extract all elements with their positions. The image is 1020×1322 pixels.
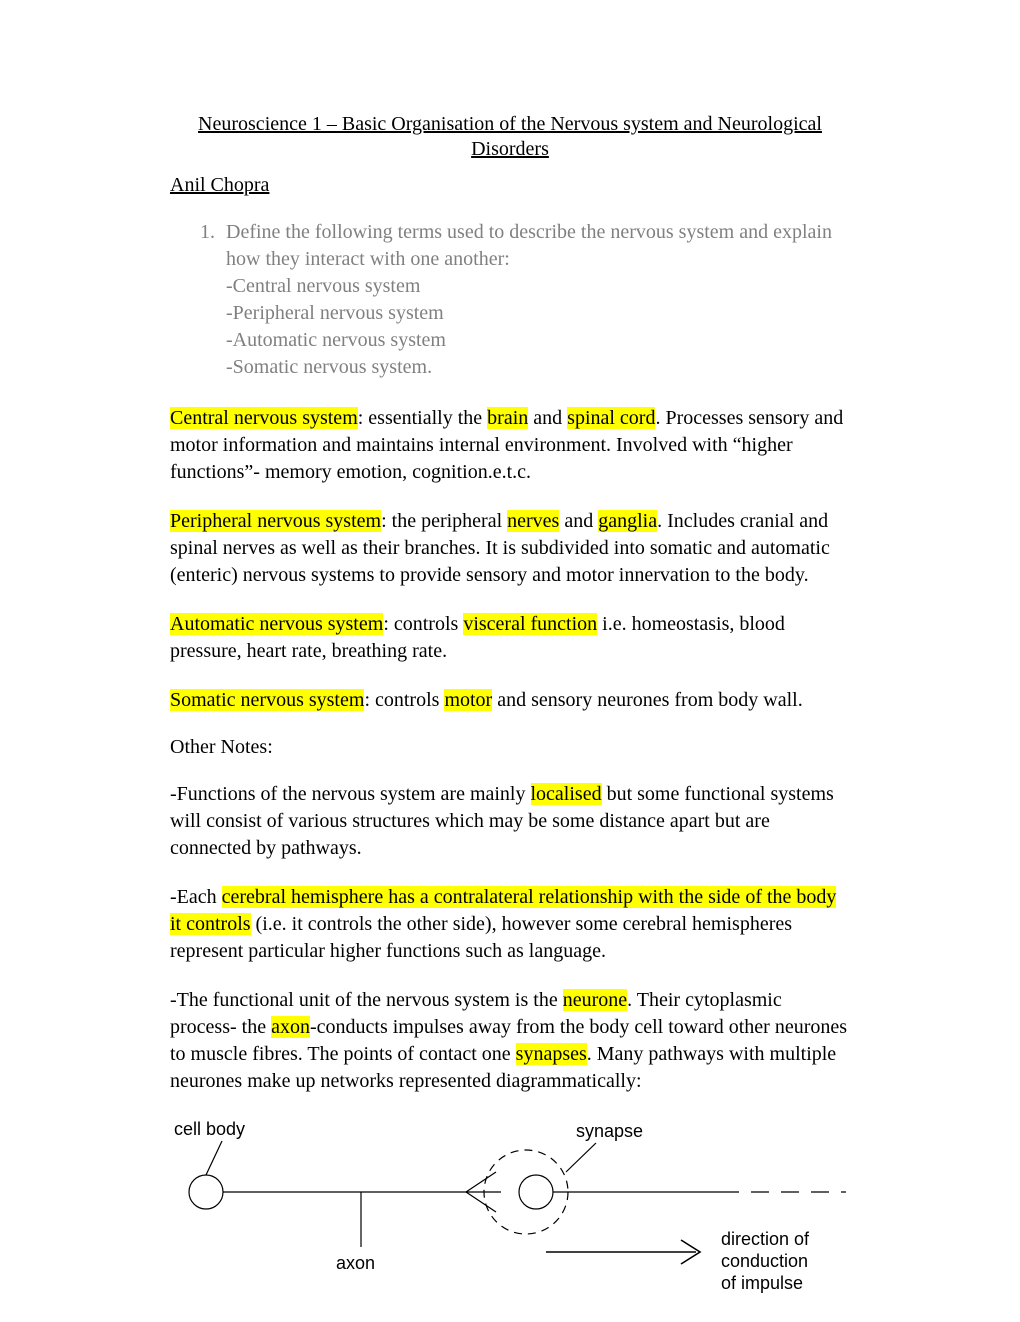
author-name: Anil Chopra	[170, 174, 850, 197]
text: and	[559, 510, 598, 532]
sns-label: Somatic nervous system	[170, 689, 364, 711]
page-title: Neuroscience 1 – Basic Organisation of t…	[170, 112, 850, 162]
label-synapse: synapse	[576, 1121, 643, 1141]
neurone-diagram: cell body axon synapse	[166, 1117, 850, 1322]
title-line-1: Neuroscience 1 – Basic Organisation of t…	[198, 113, 822, 135]
text: and	[528, 407, 567, 429]
pns-label: Peripheral nervous system	[170, 510, 381, 532]
text: -Functions of the nervous system are mai…	[170, 783, 531, 805]
cns-paragraph: Central nervous system: essentially the …	[170, 405, 850, 486]
hl-synapses: synapses	[516, 1043, 587, 1065]
hl-brain: brain	[487, 407, 528, 429]
ans-paragraph: Automatic nervous system: controls visce…	[170, 611, 850, 665]
question-item: -Peripheral nervous system	[226, 300, 850, 327]
question-item: -Central nervous system	[226, 273, 850, 300]
pns-paragraph: Peripheral nervous system: the periphera…	[170, 508, 850, 589]
text: and sensory neurones from body wall.	[492, 689, 803, 711]
label-cell-body: cell body	[174, 1119, 245, 1139]
sns-paragraph: Somatic nervous system: controls motor a…	[170, 687, 850, 714]
text: : the peripheral	[381, 510, 507, 532]
label-direction-l2: conduction	[721, 1251, 808, 1271]
label-direction-l3: of impulse	[721, 1273, 803, 1293]
text: : controls	[364, 689, 444, 711]
question-prompt-l1: Define the following terms used to descr…	[226, 221, 832, 243]
text: : essentially the	[358, 407, 487, 429]
hl-localised: localised	[531, 783, 602, 805]
label-axon: axon	[336, 1253, 375, 1273]
note-contralateral: -Each cerebral hemisphere has a contrala…	[170, 884, 850, 965]
hl-ganglia: ganglia	[598, 510, 657, 532]
hl-neurone: neurone	[563, 989, 627, 1011]
document-page: Neuroscience 1 – Basic Organisation of t…	[0, 0, 1020, 1320]
hl-visceral: visceral function	[463, 613, 597, 635]
question-number: 1.	[200, 219, 226, 246]
ans-label: Automatic nervous system	[170, 613, 383, 635]
text: (i.e. it controls the other side), howev…	[170, 913, 792, 962]
cell-body-circle-2	[519, 1175, 553, 1209]
hl-motor: motor	[444, 689, 492, 711]
cell-body-circle	[189, 1175, 223, 1209]
cns-label: Central nervous system	[170, 407, 358, 429]
question-prompt-l2: how they interact with one another:	[226, 246, 850, 273]
text: -The functional unit of the nervous syst…	[170, 989, 563, 1011]
hl-spinal-cord: spinal cord	[567, 407, 655, 429]
question-block: 1.Define the following terms used to des…	[170, 219, 850, 381]
label-direction-l1: direction of	[721, 1229, 810, 1249]
hl-axon: axon	[271, 1016, 310, 1038]
note-neurone: -The functional unit of the nervous syst…	[170, 987, 850, 1095]
other-notes-heading: Other Notes:	[170, 736, 850, 759]
question-item: -Automatic nervous system	[226, 327, 850, 354]
text: : controls	[383, 613, 463, 635]
question-item: -Somatic nervous system.	[226, 354, 850, 381]
note-localised: -Functions of the nervous system are mai…	[170, 781, 850, 862]
title-line-2: Disorders	[471, 138, 549, 160]
text: -Each	[170, 886, 222, 908]
hl-nerves: nerves	[507, 510, 559, 532]
